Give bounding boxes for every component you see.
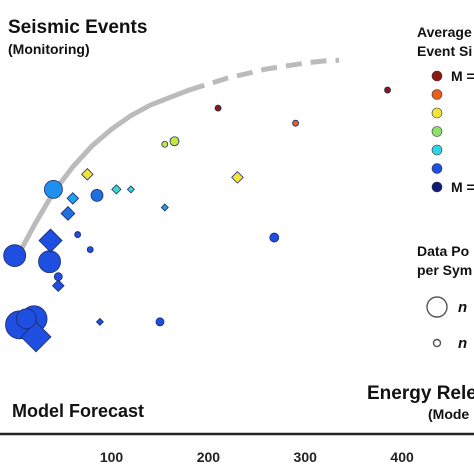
color-legend-swatch <box>431 89 443 100</box>
x-tick-label: 200 <box>197 449 221 465</box>
data-point <box>231 171 244 184</box>
size-legend-label: n <box>458 299 467 316</box>
data-point <box>269 232 280 243</box>
data-point <box>44 179 63 199</box>
data-point <box>161 140 169 148</box>
model-forecast-label: Model Forecast <box>12 401 144 421</box>
size-legend-swatch <box>432 338 442 348</box>
color-legend-title-line2: Event Si <box>417 43 472 59</box>
x-tick-labels: 100200300400500 <box>100 449 414 465</box>
data-point <box>214 104 222 112</box>
data-point <box>90 189 104 202</box>
color-legend-swatch <box>431 70 443 82</box>
x-tick-label: 400 <box>390 449 414 465</box>
color-legend-swatch <box>431 181 443 193</box>
data-point <box>74 231 82 238</box>
data-point <box>86 246 94 253</box>
color-legend-title-line1: Average <box>417 24 472 40</box>
data-point <box>111 184 122 195</box>
size-legend-label: n <box>458 335 467 352</box>
color-legend-swatch <box>431 144 443 156</box>
size-legend-title-line1: Data Po <box>417 243 469 259</box>
data-point <box>81 168 94 181</box>
data-point <box>53 272 63 282</box>
data-point <box>15 308 37 330</box>
color-legend-swatch <box>431 126 443 137</box>
color-legend-label: M = <box>451 68 474 84</box>
forecast-curve-dashed <box>188 57 340 93</box>
data-point <box>60 206 76 221</box>
x-tick-label: 100 <box>100 449 124 465</box>
size-legend: nn <box>426 296 467 352</box>
color-legend: M = M = <box>431 68 474 195</box>
data-point <box>95 317 104 326</box>
data-point <box>160 203 169 212</box>
data-point <box>66 192 80 205</box>
data-point <box>126 185 135 194</box>
data-point <box>3 244 27 268</box>
data-point <box>38 250 61 274</box>
data-point <box>169 136 180 147</box>
data-point <box>38 228 63 253</box>
x-axis-subtitle: (Mode <box>428 406 469 422</box>
color-legend-swatch <box>431 163 443 174</box>
forecast-curve-solid <box>12 87 192 265</box>
data-points <box>3 86 391 353</box>
y-axis-title: Seismic Events <box>8 17 147 38</box>
size-legend-title-line2: per Sym <box>417 262 472 278</box>
color-legend-swatch <box>431 107 443 119</box>
size-legend-swatch <box>426 296 448 318</box>
color-legend-label: M = <box>451 179 474 195</box>
x-tick-label: 300 <box>294 449 318 465</box>
data-point <box>155 317 165 327</box>
data-point <box>20 321 52 353</box>
y-axis-subtitle: (Monitoring) <box>8 41 90 57</box>
data-point <box>51 279 65 293</box>
data-point <box>384 86 391 94</box>
x-axis-title: Energy Rele <box>367 383 474 404</box>
data-point <box>292 119 299 127</box>
